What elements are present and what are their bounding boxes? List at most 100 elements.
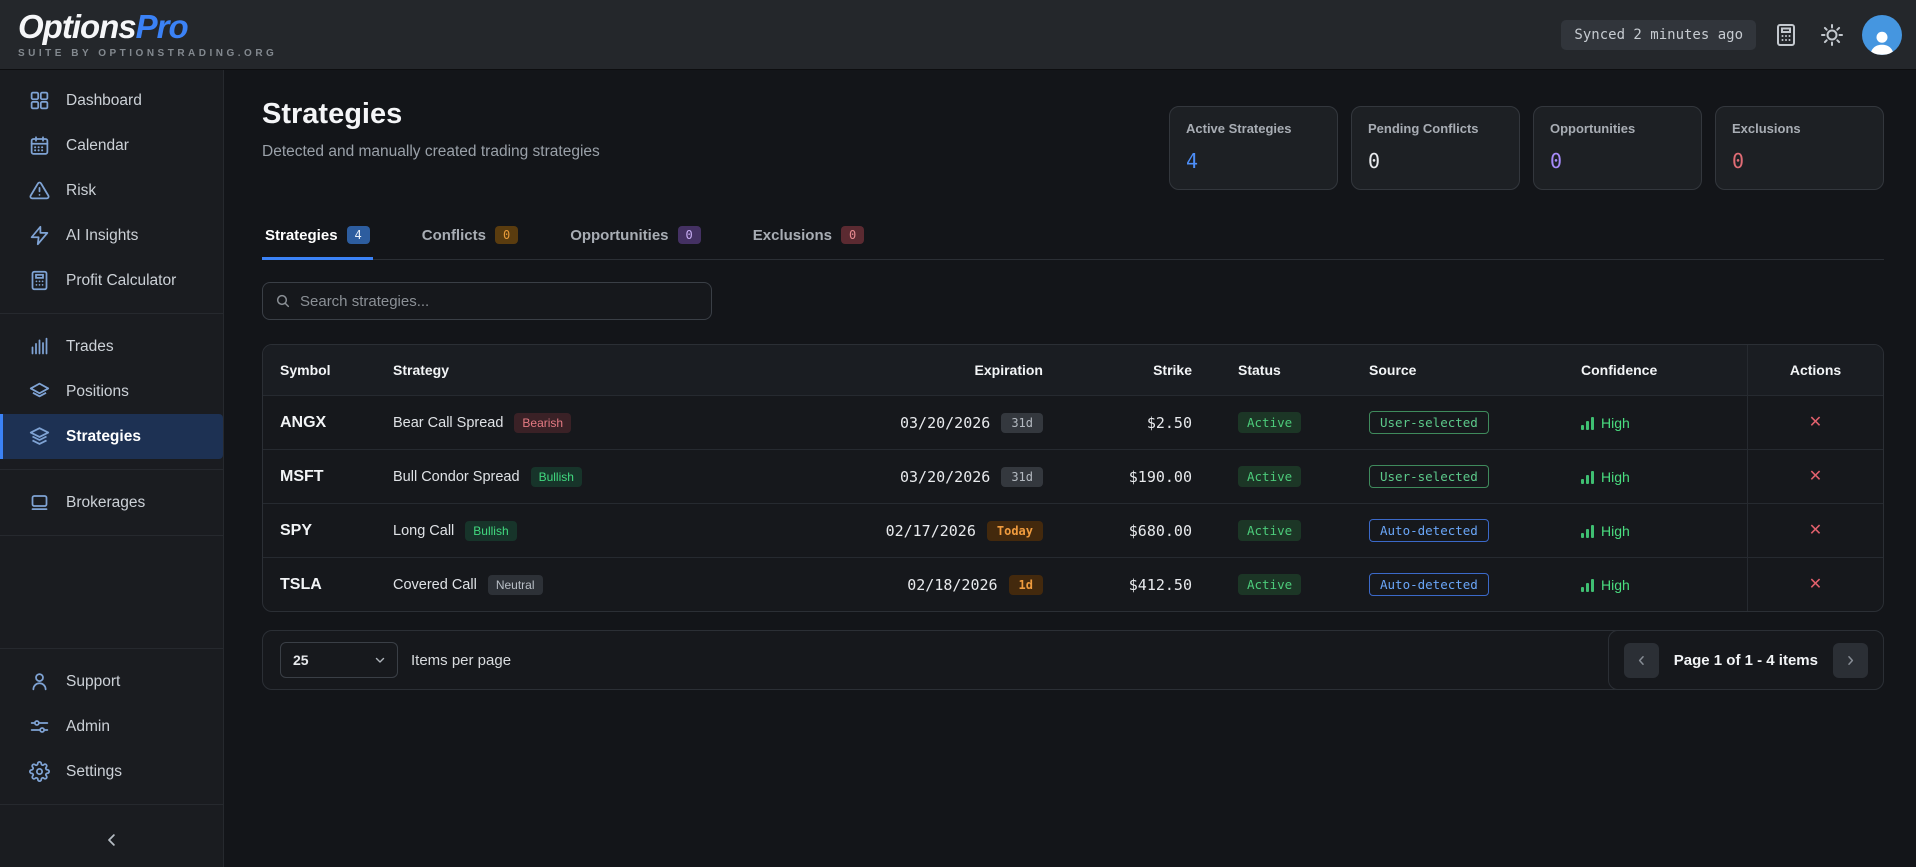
- user-icon: [28, 671, 50, 692]
- status-cell: Active: [1216, 396, 1351, 449]
- delete-row-button[interactable]: ✕: [1809, 576, 1822, 593]
- stat-card-active-strategies: Active Strategies 4: [1169, 106, 1338, 190]
- stat-value: 0: [1368, 149, 1381, 173]
- pagination-bar: 25 Items per page Page 1 of 1 - 4 items: [262, 630, 1884, 690]
- logo-subtitle: SUITE BY OPTIONSTRADING.ORG: [18, 48, 278, 59]
- confidence-label: High: [1601, 576, 1630, 593]
- tab-conflicts[interactable]: Conflicts 0: [419, 226, 521, 260]
- sidebar-item-label: Brokerages: [66, 493, 146, 511]
- expiration-cell: 02/17/2026 Today: [771, 504, 1061, 557]
- sidebar-collapse-button[interactable]: [92, 827, 132, 853]
- chevron-left-icon: [103, 831, 121, 849]
- search-input[interactable]: [300, 292, 699, 310]
- strategy-name: Bear Call Spread: [393, 414, 504, 431]
- tab-label: Strategies: [265, 226, 338, 244]
- stat-label: Active Strategies: [1186, 121, 1292, 136]
- page-title-block: Strategies Detected and manually created…: [262, 98, 600, 161]
- table-row[interactable]: ANGX Bear Call Spread Bearish 03/20/2026…: [263, 395, 1883, 449]
- tab-count-badge: 0: [840, 226, 865, 244]
- sidebar-item-label: Risk: [66, 181, 97, 199]
- calculator-icon: [1774, 23, 1798, 47]
- sidebar-item-brokerages[interactable]: Brokerages: [0, 480, 223, 525]
- column-header-actions: Actions: [1747, 345, 1883, 395]
- stat-value: 0: [1550, 149, 1563, 173]
- items-per-page-label: Items per page: [411, 651, 512, 669]
- sidebar-item-profit-calculator[interactable]: Profit Calculator: [0, 258, 223, 303]
- table-row[interactable]: MSFT Bull Condor Spread Bullish 03/20/20…: [263, 449, 1883, 503]
- confidence-bars-icon: [1581, 524, 1594, 538]
- sidebar-item-dashboard[interactable]: Dashboard: [0, 78, 223, 123]
- source-badge: Auto-detected: [1369, 519, 1489, 542]
- topbar: OptionsPro SUITE BY OPTIONSTRADING.ORG S…: [0, 0, 1916, 70]
- table-header-row: Symbol Strategy Expiration Strike Status…: [263, 345, 1883, 395]
- actions-cell: ✕: [1747, 558, 1883, 611]
- delete-row-button[interactable]: ✕: [1809, 522, 1822, 539]
- previous-page-button[interactable]: [1623, 642, 1659, 678]
- close-icon: ✕: [1808, 413, 1823, 431]
- status-badge: Active: [1238, 574, 1302, 595]
- items-per-page-select[interactable]: 25: [280, 642, 398, 678]
- calculator-button[interactable]: [1770, 19, 1802, 51]
- delete-row-button[interactable]: ✕: [1809, 468, 1822, 485]
- sidebar-spacer: [0, 546, 223, 638]
- theme-toggle-button[interactable]: [1816, 19, 1848, 51]
- confidence-label: High: [1601, 414, 1630, 431]
- expiration-date: 03/20/2026: [900, 467, 991, 486]
- source-cell: Auto-detected: [1351, 504, 1561, 557]
- table-row[interactable]: SPY Long Call Bullish 02/17/2026 Today $…: [263, 503, 1883, 557]
- status-cell: Active: [1216, 504, 1351, 557]
- actions-cell: ✕: [1747, 396, 1883, 449]
- confidence-bars-icon: [1581, 470, 1594, 484]
- source-badge: User-selected: [1369, 465, 1489, 488]
- sidebar-item-label: Support: [66, 672, 121, 690]
- tab-exclusions[interactable]: Exclusions 0: [750, 226, 867, 260]
- strategy-cell: Bear Call Spread Bearish: [393, 396, 771, 449]
- page-title: Strategies: [262, 98, 403, 130]
- sidebar-item-calendar[interactable]: Calendar: [0, 123, 223, 168]
- sync-status-badge: Synced 2 minutes ago: [1561, 19, 1756, 50]
- table-row[interactable]: TSLA Covered Call Neutral 02/18/2026 1d …: [263, 557, 1883, 611]
- expiration-cell: 03/20/2026 31d: [771, 396, 1061, 449]
- chevron-down-icon: [373, 653, 387, 667]
- sidebar-item-positions[interactable]: Positions: [0, 369, 223, 414]
- zap-icon: [28, 225, 50, 246]
- sidebar-item-risk[interactable]: Risk: [0, 168, 223, 213]
- strategy-cell: Bull Condor Spread Bullish: [393, 450, 771, 503]
- next-page-button[interactable]: [1833, 642, 1868, 678]
- sentiment-badge: Bullish: [530, 466, 582, 487]
- delete-row-button[interactable]: ✕: [1808, 413, 1823, 431]
- actions-cell: ✕: [1747, 450, 1883, 503]
- status-cell: Active: [1216, 450, 1351, 503]
- sidebar-item-admin[interactable]: Admin: [0, 704, 223, 749]
- column-header-symbol: Symbol: [280, 362, 331, 378]
- search-box: [262, 282, 712, 320]
- strategy-name: Covered Call: [393, 576, 477, 593]
- tab-label: Exclusions: [752, 226, 832, 244]
- expiration-date: 03/20/2026: [900, 413, 991, 432]
- app-logo: OptionsPro SUITE BY OPTIONSTRADING.ORG: [18, 10, 277, 59]
- column-header-strategy: Strategy: [393, 362, 450, 378]
- sidebar-item-support[interactable]: Support: [0, 659, 223, 704]
- tab-opportunities[interactable]: Opportunities 0: [567, 226, 704, 260]
- stat-card-opportunities: Opportunities 0: [1533, 106, 1702, 190]
- status-cell: Active: [1216, 558, 1351, 611]
- sidebar-item-trades[interactable]: Trades: [0, 324, 223, 369]
- days-badge: 31d: [1001, 466, 1043, 487]
- symbol-cell: TSLA: [280, 575, 322, 593]
- tab-label: Opportunities: [570, 226, 669, 244]
- symbol-cell: MSFT: [280, 467, 324, 485]
- tab-strategies[interactable]: Strategies 4: [262, 226, 373, 260]
- column-header-confidence: Confidence: [1581, 362, 1658, 378]
- page-subtitle: Detected and manually created trading st…: [262, 143, 600, 160]
- strategy-name: Bull Condor Spread: [393, 468, 520, 485]
- sidebar-item-label: AI Insights: [66, 226, 139, 244]
- gear-icon: [28, 761, 50, 782]
- sidebar-item-ai-insights[interactable]: AI Insights: [0, 213, 223, 258]
- topbar-actions: Synced 2 minutes ago: [1561, 14, 1902, 55]
- stats-row: Active Strategies 4 Pending Conflicts 0 …: [1169, 106, 1884, 190]
- user-avatar[interactable]: [1862, 14, 1902, 55]
- chevron-right-icon: [1843, 653, 1858, 668]
- laptop-icon: [28, 492, 50, 513]
- sidebar-item-settings[interactable]: Settings: [0, 749, 223, 794]
- sidebar-item-strategies[interactable]: Strategies: [0, 414, 223, 459]
